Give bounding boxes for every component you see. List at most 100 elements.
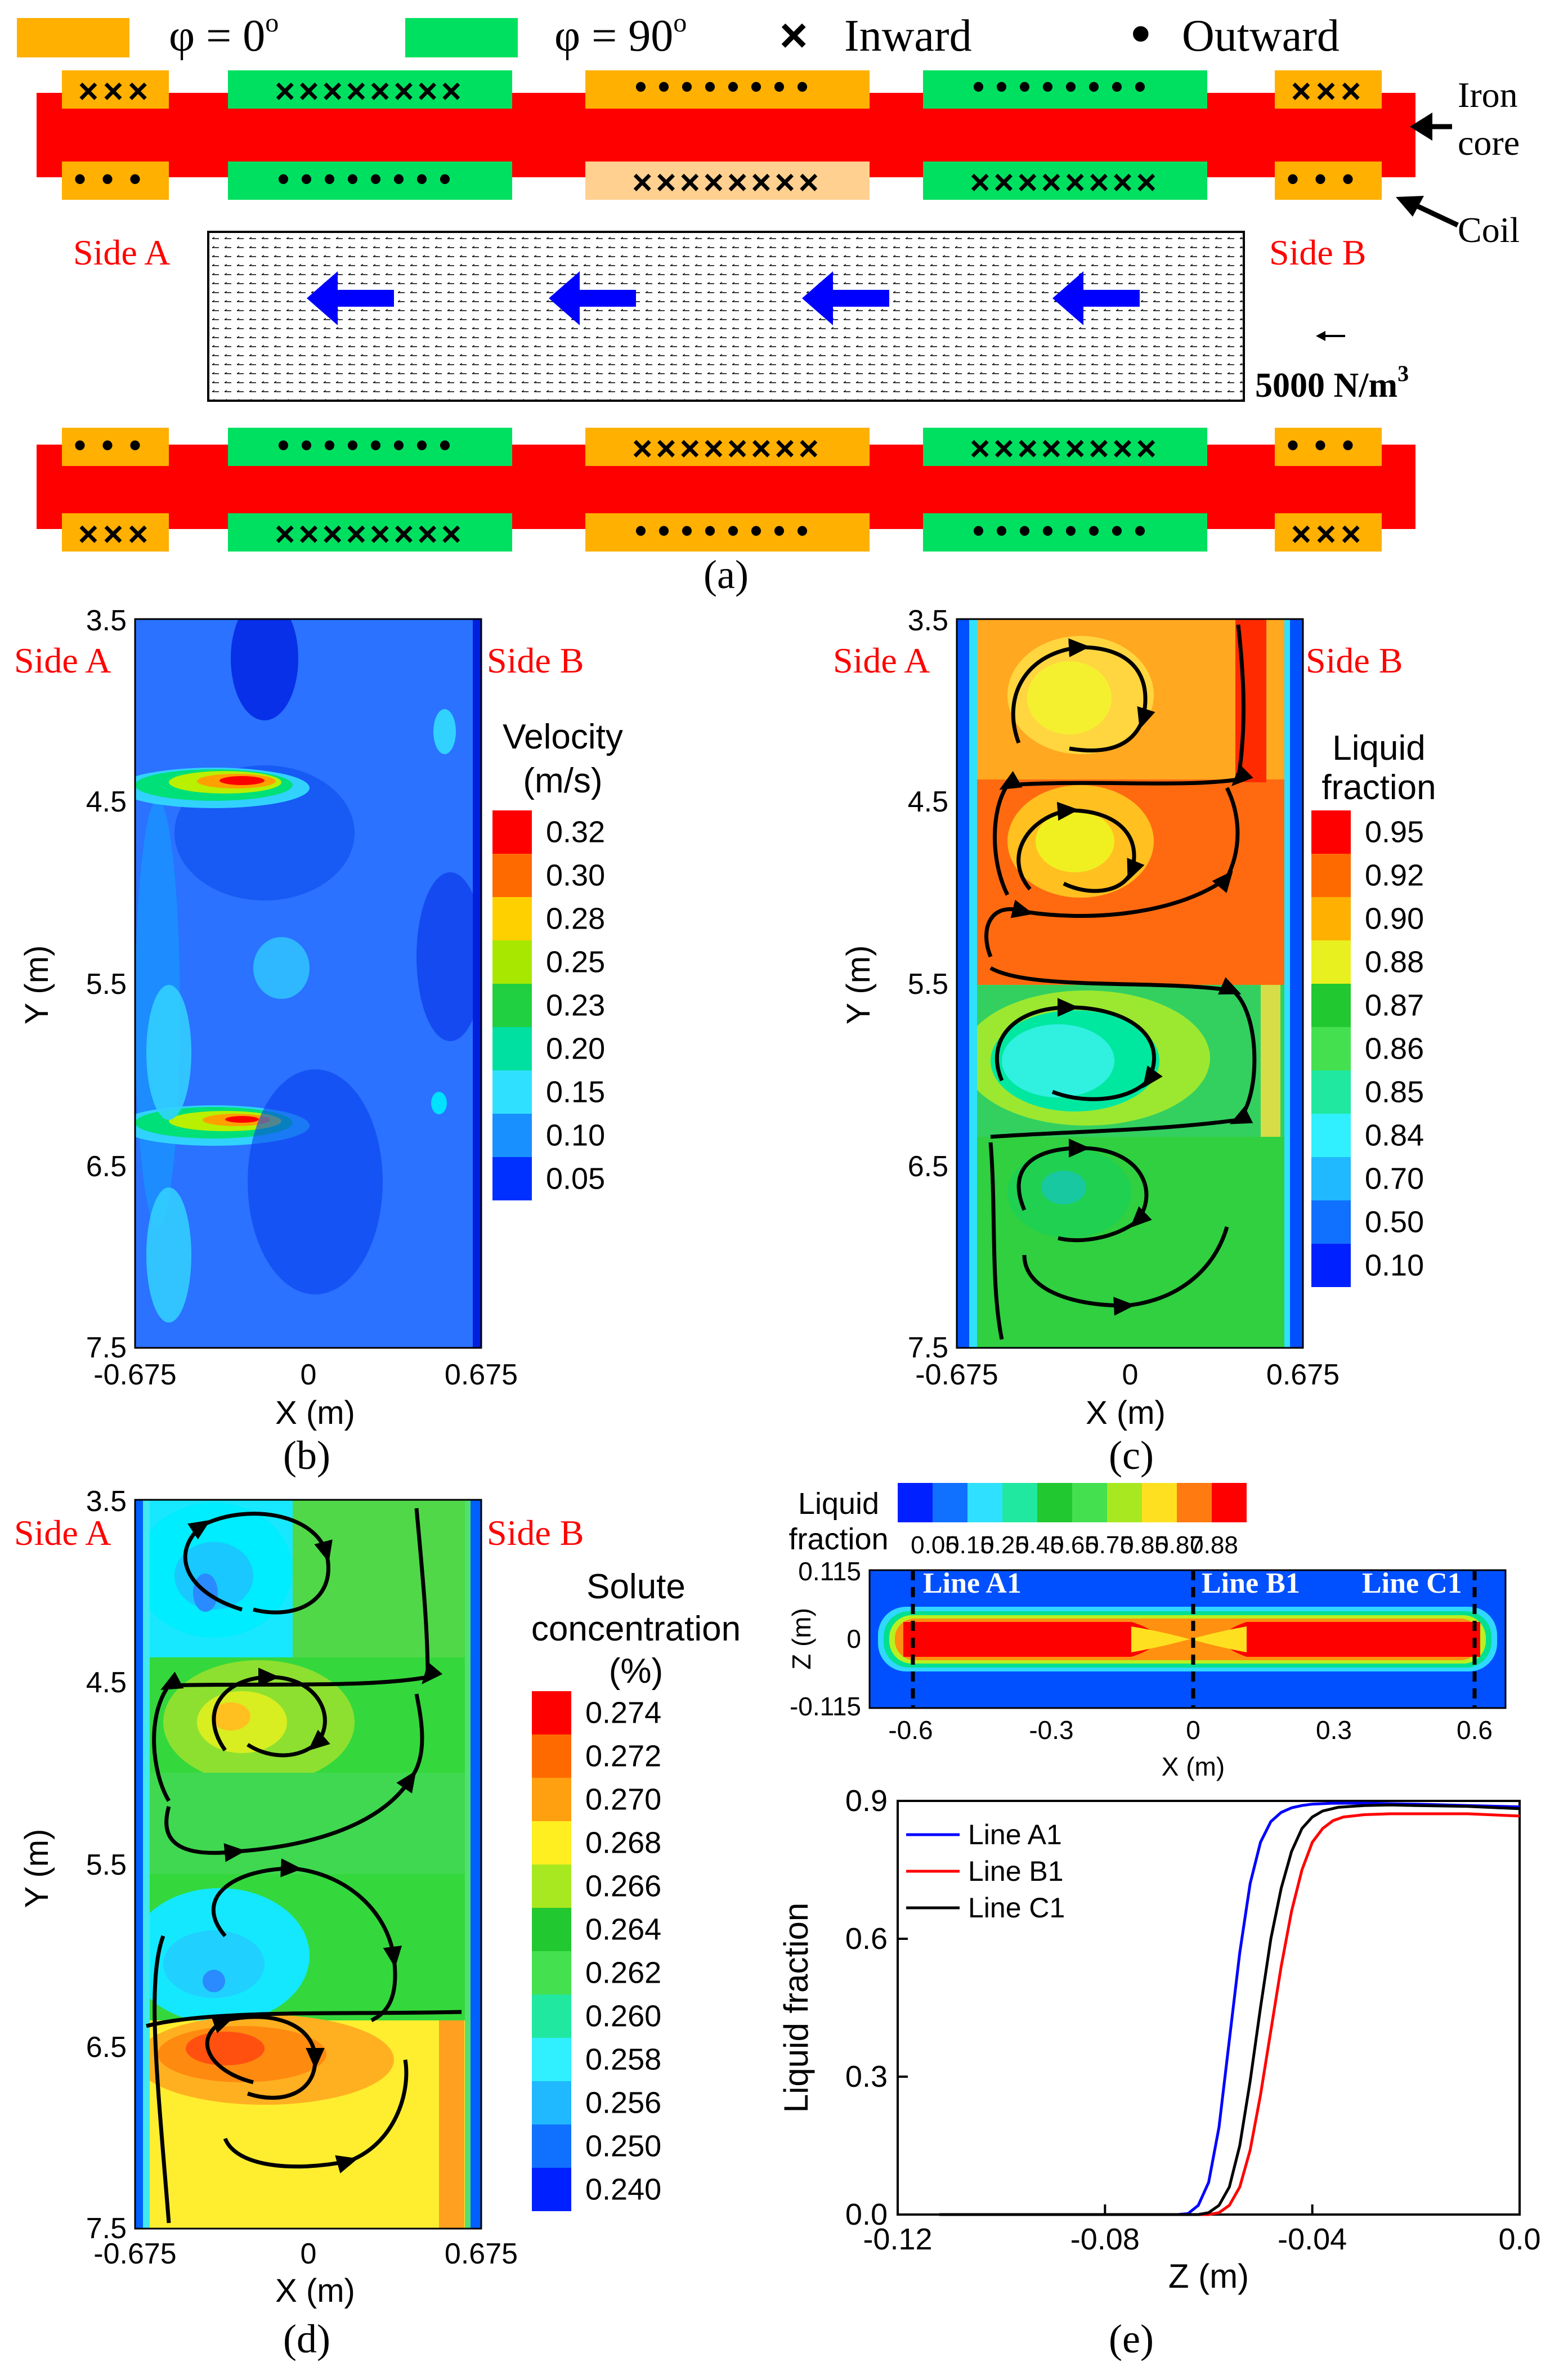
c-side-a: Side A xyxy=(833,640,930,680)
svg-text:••••••••: •••••••• xyxy=(635,68,819,105)
e-xtick-2: 0 xyxy=(1186,1715,1200,1745)
legend-liquid-swatch-7 xyxy=(1311,1114,1351,1157)
b-side-a: Side A xyxy=(14,640,111,680)
legend-solute-swatch-2 xyxy=(532,1778,571,1821)
legend-e-value-5: 0.75 xyxy=(1085,1531,1134,1559)
iron-core-label-2: core xyxy=(1458,123,1520,163)
legend-velocity-swatch-6 xyxy=(492,1070,532,1114)
legend-e-swatch-6 xyxy=(1107,1483,1142,1522)
line-c1-label: Line C1 xyxy=(1362,1567,1462,1599)
y-tick-label-2: 0.6 xyxy=(845,1922,888,1956)
legend-velocity-swatch-8 xyxy=(492,1157,532,1200)
x-tick-label-2: -0.04 xyxy=(1278,2222,1347,2256)
legend-liquid-swatch-9 xyxy=(1311,1200,1351,1244)
svg-text:••••••••: •••••••• xyxy=(973,512,1157,549)
legend-phi90-label: φ = 90 xyxy=(554,11,673,61)
legend-liquid-swatch-5 xyxy=(1311,1027,1351,1070)
svg-text:××××××××: ×××××××× xyxy=(970,163,1160,202)
b-y-label: Y (m) xyxy=(19,945,55,1025)
legend-solute-swatch-0 xyxy=(532,1691,571,1734)
legend-velocity-value-6: 0.15 xyxy=(546,1075,605,1109)
e-ztick-0: 0.115 xyxy=(798,1557,861,1586)
panel-a: ××× ×××××××× •••••••• •••••••• ××× ••• •… xyxy=(37,68,1520,597)
legend-e-swatch-7 xyxy=(1142,1483,1177,1522)
legend-solute-value-10: 0.250 xyxy=(585,2130,661,2163)
legend-velocity-value-5: 0.20 xyxy=(546,1032,605,1066)
e-ztick-2: -0.115 xyxy=(790,1692,861,1721)
b-xtick-1: 0 xyxy=(301,1359,317,1391)
c-y-label: Y (m) xyxy=(840,945,877,1025)
legend-e-swatch-9 xyxy=(1212,1483,1247,1522)
svg-text:••••••••: •••••••• xyxy=(973,68,1157,105)
line-b1-label: Line B1 xyxy=(1202,1567,1300,1599)
iron-core-label: Iron xyxy=(1458,75,1518,115)
force-scale-sup: 3 xyxy=(1397,361,1409,386)
c-side-b: Side B xyxy=(1306,640,1403,680)
force-vector-field-border xyxy=(207,231,1245,402)
legend-velocity-value-3: 0.25 xyxy=(546,945,605,979)
panel-a-side-a: Side A xyxy=(73,232,170,272)
coil-row-bottom-upper: ••• •••••••• ×××××××× ×××××××× ••• xyxy=(62,426,1382,468)
svg-text:××××××××: ×××××××× xyxy=(632,429,822,468)
legend-liquid-value-0: 0.95 xyxy=(1365,815,1424,849)
legend-inward-symbol: × xyxy=(780,8,808,62)
legend-solute-swatch-11 xyxy=(532,2168,571,2211)
series-line-line-b1 xyxy=(939,1812,1520,2216)
y-tick-label-1: 0.3 xyxy=(845,2060,888,2094)
legend-solute-swatch-10 xyxy=(532,2124,571,2168)
legend-liquid-swatch-8 xyxy=(1311,1157,1351,1200)
legend-e-swatch-4 xyxy=(1037,1483,1072,1522)
svg-text:×××: ××× xyxy=(78,515,153,554)
e-xtick-3: 0.3 xyxy=(1316,1715,1352,1745)
d-xtick-1: 0 xyxy=(301,2238,317,2270)
legend-e-swatch-8 xyxy=(1177,1483,1212,1522)
legend-liquid-swatch-2 xyxy=(1311,897,1351,940)
force-arrow-4 xyxy=(1052,271,1140,325)
legend-liquid-swatch-4 xyxy=(1311,984,1351,1027)
svg-text:•••: ••• xyxy=(74,426,156,464)
legend-e-value-7: 0.87 xyxy=(1155,1531,1203,1559)
legend-phi0-sup: o xyxy=(265,8,279,38)
legend-swatch-phi0 xyxy=(17,18,129,57)
legend-liquid-swatch-6 xyxy=(1311,1070,1351,1114)
legend-solute-value-9: 0.256 xyxy=(585,2086,661,2120)
b-ytick-4: 7.5 xyxy=(86,1332,127,1364)
d-ytick-1: 4.5 xyxy=(86,1666,127,1699)
b-ytick-1: 4.5 xyxy=(86,786,127,818)
svg-text:××××××××: ×××××××× xyxy=(632,163,822,202)
legend-e-value-4: 0.65 xyxy=(1050,1531,1099,1559)
legend-solute-value-2: 0.270 xyxy=(585,1783,661,1817)
panel-c xyxy=(956,618,1304,1349)
legend-c-title-1: Liquid xyxy=(1332,729,1425,768)
legend-solute-value-5: 0.264 xyxy=(585,1913,661,1947)
legend-e-swatch-5 xyxy=(1072,1483,1107,1522)
x-tick-label-3: 0.0 xyxy=(1498,2222,1540,2256)
legend-liquid-swatch-1 xyxy=(1311,854,1351,897)
b-x-label: X (m) xyxy=(275,1395,355,1431)
legend-solute-swatch-6 xyxy=(532,1951,571,1994)
force-scale-arrow xyxy=(1316,331,1345,341)
svg-text:••••••••: •••••••• xyxy=(635,512,819,549)
legend-outward-label: Outward xyxy=(1182,11,1340,61)
legend-e-value-0: 0.05 xyxy=(911,1531,959,1559)
legend-solute-value-8: 0.258 xyxy=(585,2043,661,2077)
legend-e-title-1: Liquid xyxy=(798,1487,879,1521)
d-x-label: X (m) xyxy=(275,2273,355,2309)
panel-c-caption: (c) xyxy=(1109,1433,1154,1478)
legend-e-value-6: 0.85 xyxy=(1120,1531,1168,1559)
panel-e-caption: (e) xyxy=(1109,2316,1154,2361)
svg-text:•••: ••• xyxy=(1287,160,1369,198)
legend-solute-value-0: 0.274 xyxy=(585,1696,661,1730)
svg-text:××××××××: ×××××××× xyxy=(275,72,465,111)
legend-e-value-3: 0.45 xyxy=(1015,1531,1064,1559)
legend-velocity-title-2: (m/s) xyxy=(523,761,602,800)
coil-label: Coil xyxy=(1458,210,1520,250)
legend-solute-value-4: 0.266 xyxy=(585,1870,661,1903)
e-xtick-4: 0.6 xyxy=(1457,1715,1493,1745)
legend-velocity-swatch-1 xyxy=(492,854,532,897)
svg-text:•••: ••• xyxy=(1287,426,1369,464)
e-z-label: Z (m) xyxy=(787,1608,816,1670)
e-x-label: X (m) xyxy=(1162,1752,1225,1781)
legend-liquid-value-3: 0.88 xyxy=(1365,945,1424,979)
legend-liquid-fraction-c: Liquid fraction 0.95 0.92 0.90 0.88 0.87 0.86… xyxy=(1311,729,1436,1287)
